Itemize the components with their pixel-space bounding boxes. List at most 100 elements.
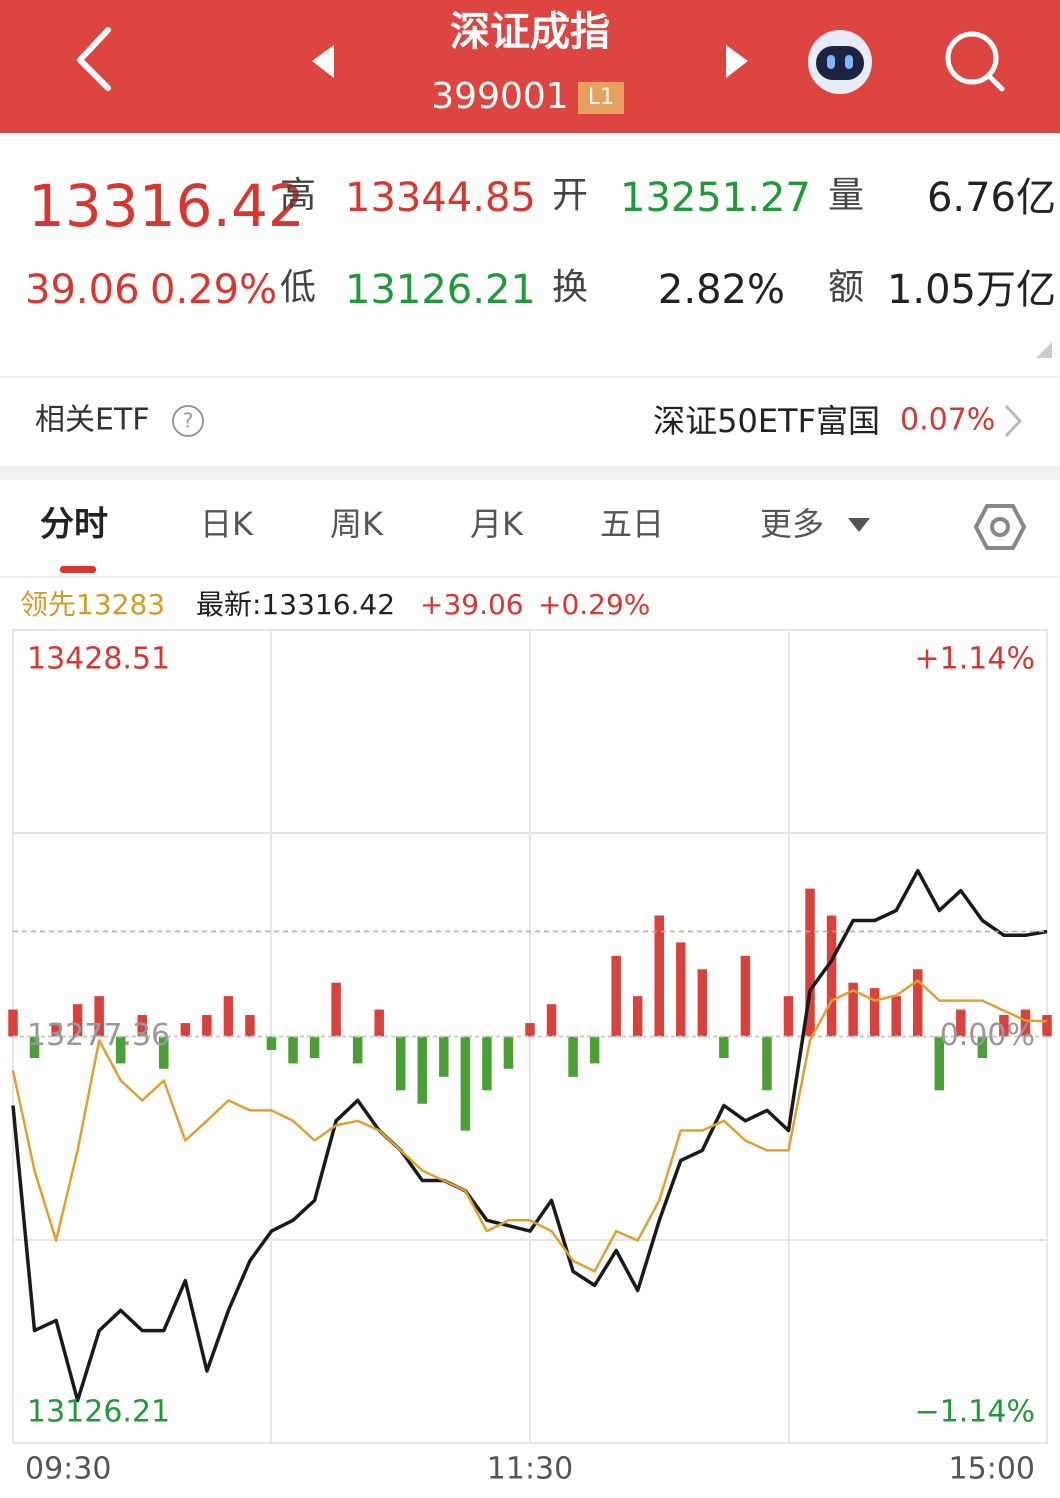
tab[interactable]: 月K [470,505,524,543]
flow-bar [8,1009,18,1037]
flow-bar [223,996,234,1037]
chevron [1004,404,1023,438]
back-button[interactable] [77,27,111,91]
stat-label: 额 [828,267,864,308]
expand-corner[interactable] [1036,342,1052,358]
flow-bar [891,996,901,1037]
flow-bar [977,1036,988,1059]
flow-bar [1042,1014,1052,1037]
header-bar [0,0,1060,133]
price-line [11,979,1048,1273]
flow-bar [589,1036,600,1064]
flow-bar [266,1036,277,1050]
flow-bar [159,1036,169,1069]
plot: 13428.51 13277.36 13126.21 +1.14% 0.00% −1.14… [8,642,1052,1487]
flow-bar [1020,1009,1031,1037]
y2-tick-label: 0.00% [940,1018,1035,1053]
flow-bar [460,1036,471,1131]
flow-bar [396,1036,406,1091]
section-gap [0,466,1060,480]
flow-bar [869,988,880,1037]
flow-bar [29,1036,40,1059]
flow-bar [482,1036,492,1091]
flow-bar [999,1014,1009,1037]
stat-label: 换 [552,267,588,308]
flow-bar [632,996,643,1037]
flow-bar [826,915,837,1037]
stat-label: 量 [828,175,864,216]
flow-bar [805,888,815,1037]
flow-bar [740,955,751,1037]
badge-box [578,82,624,114]
flow-bar [439,1036,449,1077]
flow-bar [568,1036,578,1077]
next-button[interactable] [726,45,748,78]
x-tick-label: 15:00 [949,1452,1035,1487]
flow-bar [245,1014,255,1037]
stat-label: 开 [552,175,588,216]
dropdown-arrow [848,518,870,532]
tab[interactable]: 更多 [760,505,824,543]
help-icon[interactable] [172,405,204,437]
stat-label: 低 [280,267,316,308]
stat-value: 13126.21 [345,267,536,313]
legend-pct: +0.29% [538,588,650,621]
settings-icon[interactable] [973,504,1027,550]
flow-bar [913,969,923,1037]
stat-value: 2.82% [658,267,785,313]
tab[interactable]: 五日 [600,505,664,543]
stat-value: 6.76亿 [927,175,1056,221]
change: 39.06 [25,267,140,313]
flow-bar [309,1036,320,1059]
flow-bar [94,996,104,1037]
price: 13316.42 [28,172,305,240]
stat-value: 13251.27 [620,175,811,221]
etf-row[interactable]: 相关ETF ? 深证50ETF富国 0.07% [35,402,1023,440]
flow-bar [180,1023,191,1037]
legend-lead: 领先13283 [20,588,165,621]
flow-bar [719,1036,729,1059]
flow-bar [762,1036,772,1091]
y-tick-label: 13428.51 [27,642,170,677]
code: 399001 [431,76,568,117]
flow-bar [374,1009,384,1037]
flow-bar [525,1023,535,1037]
x-tick-label: 09:30 [25,1452,111,1487]
flow-bar [654,915,664,1037]
etf-name: 深证50ETF富国 [653,402,880,440]
flow-bar [783,996,794,1037]
flow-bar [417,1036,428,1104]
stat-label: 高 [280,175,316,216]
legend-change: +39.06 [420,588,524,621]
x-tick-label: 11:30 [487,1452,573,1487]
y-tick-label: 13126.21 [27,1395,170,1430]
flow-bar [848,982,858,1037]
badge: L1 [588,85,614,110]
etf-label: 相关ETF [35,403,150,438]
change-pct: 0.29% [150,267,277,313]
flow-bar [72,1004,83,1037]
y2-tick-label: +1.14% [915,642,1035,677]
price-line [11,868,1048,1403]
tab[interactable]: 周K [330,505,384,543]
flow-bar [611,955,621,1037]
title: 深证成指 [450,9,610,55]
flow-bar [115,1036,126,1064]
search-icon[interactable] [945,31,1005,92]
tab[interactable]: 分时 [40,505,108,545]
flow-bar [956,1009,966,1037]
flow-bar [137,1014,147,1037]
help-glyph: ? [183,409,194,433]
robot-icon[interactable] [808,30,872,94]
etf-change: 0.07% [900,403,995,438]
legend-latest: 最新:13316.42 [196,588,395,621]
flow-bar [934,1036,945,1091]
stat-value: 1.05万亿 [887,267,1056,313]
prev-button[interactable] [312,45,334,78]
flow-bar [51,1023,61,1037]
tab[interactable]: 日K [200,505,254,543]
flow-bar [697,969,708,1037]
stat-value: 13344.85 [345,175,536,221]
